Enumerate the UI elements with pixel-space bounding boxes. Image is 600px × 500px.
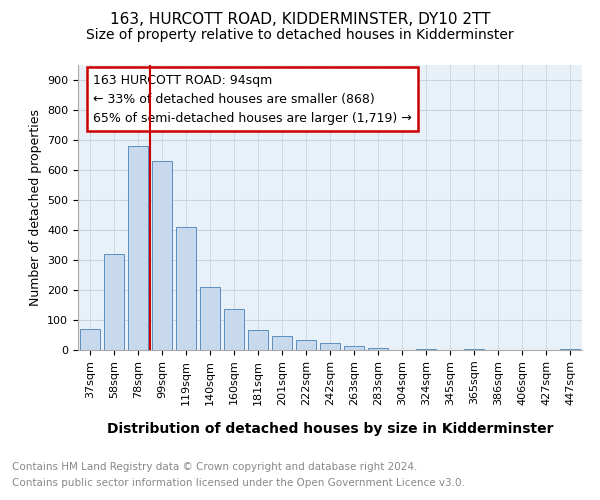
Bar <box>560 348 580 350</box>
Text: 163, HURCOTT ROAD, KIDDERMINSTER, DY10 2TT: 163, HURCOTT ROAD, KIDDERMINSTER, DY10 2… <box>110 12 490 28</box>
Bar <box>296 340 316 350</box>
Text: Contains public sector information licensed under the Open Government Licence v3: Contains public sector information licen… <box>12 478 465 488</box>
Text: Contains HM Land Registry data © Crown copyright and database right 2024.: Contains HM Land Registry data © Crown c… <box>12 462 418 472</box>
Bar <box>248 330 268 350</box>
Bar <box>344 346 364 350</box>
Bar <box>464 348 484 350</box>
Bar <box>224 308 244 350</box>
Bar <box>272 336 292 350</box>
Text: Size of property relative to detached houses in Kidderminster: Size of property relative to detached ho… <box>86 28 514 42</box>
Y-axis label: Number of detached properties: Number of detached properties <box>29 109 41 306</box>
Bar <box>80 329 100 350</box>
Bar <box>368 348 388 350</box>
Text: 163 HURCOTT ROAD: 94sqm
← 33% of detached houses are smaller (868)
65% of semi-d: 163 HURCOTT ROAD: 94sqm ← 33% of detache… <box>93 74 412 124</box>
Bar <box>200 287 220 350</box>
Bar <box>104 254 124 350</box>
Text: Distribution of detached houses by size in Kidderminster: Distribution of detached houses by size … <box>107 422 553 436</box>
Bar <box>320 344 340 350</box>
Bar <box>176 227 196 350</box>
Bar <box>152 161 172 350</box>
Bar <box>128 146 148 350</box>
Bar <box>416 348 436 350</box>
